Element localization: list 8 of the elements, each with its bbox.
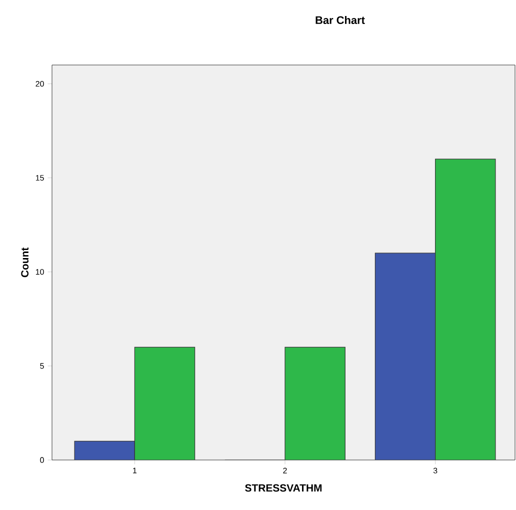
x-axis-title: STRESSVATHM [245,484,322,492]
chart-title: Bar Chart [316,16,365,24]
y-axis-title: Count [21,248,29,278]
bar [374,252,436,460]
bar [74,441,135,460]
bar [134,347,195,460]
bar [284,346,346,460]
bar [435,158,496,460]
